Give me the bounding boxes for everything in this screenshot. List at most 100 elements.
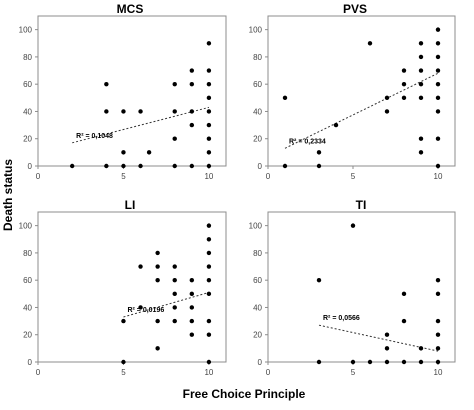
data-point [367,359,373,365]
data-point [418,150,424,155]
x-tick-label: 0 [36,172,41,181]
y-tick-label: 80 [23,53,32,62]
data-point [333,122,339,128]
data-point [206,122,212,128]
data-point [206,109,212,114]
x-tick-label: 5 [351,368,356,377]
x-tick-label: 10 [434,368,443,377]
y-tick-label: 100 [19,222,33,231]
y-tick-label: 80 [253,249,262,258]
data-point [401,81,407,87]
data-point [206,332,212,337]
panel-li: 0 20 40 60 80 100 0 5 10 LI R² = 0,0196 [19,198,227,377]
data-point [384,359,390,365]
data-point [121,150,126,155]
data-point [206,163,212,169]
data-point [189,291,195,297]
data-point [189,163,195,169]
x-tick-label: 0 [36,368,41,377]
data-point [189,277,195,283]
data-point [104,163,109,169]
data-point [316,359,322,365]
data-point [206,318,212,324]
data-point [435,68,441,73]
data-point [384,109,390,114]
data-point [172,277,177,283]
data-point [435,41,441,46]
data-point [104,81,109,87]
data-point [138,163,143,169]
y-tick-label: 20 [23,135,32,144]
y-tick-label: 40 [253,107,262,116]
data-point [350,359,356,365]
x-tick-label: 10 [434,172,443,181]
data-point [189,109,195,114]
data-point [418,359,424,365]
data-point [435,163,441,169]
data-point [418,346,424,351]
y-tick-label: 40 [23,303,32,312]
data-point [189,318,195,324]
data-point [367,41,373,46]
data-point [155,346,160,351]
y-tick-label: 100 [19,26,33,35]
data-point [138,109,143,114]
data-point [316,150,322,155]
data-point [155,318,160,324]
data-point [418,54,424,60]
data-point [435,54,441,60]
data-point [418,41,424,46]
x-tick-label: 5 [121,172,126,181]
data-point [206,223,212,228]
data-point [121,109,126,114]
data-point [206,68,212,73]
data-point [384,346,390,351]
trendline-mcs [72,106,210,144]
y-tick-label: 0 [28,162,33,171]
data-point [206,277,212,283]
trendline-ti [318,324,439,352]
panel-title-mcs: MCS [117,2,144,16]
data-point [206,264,212,269]
data-point [172,305,177,310]
data-point [435,291,441,297]
data-point [121,163,126,169]
data-point [146,150,152,155]
panel-title-ti: TI [356,198,367,212]
data-point [418,136,424,141]
data-point [69,163,75,169]
data-point [206,150,212,155]
panel-ti: 0 20 40 60 80 100 0 5 10 TI R² = 0,0566 [249,198,456,377]
panel-title-li: LI [125,198,136,212]
data-point [316,277,322,283]
y-tick-label: 0 [258,358,263,367]
y-tick-label: 40 [23,107,32,116]
plot-area-mcs [37,15,227,167]
data-point [172,81,177,87]
data-point [189,68,195,73]
data-point [155,250,160,256]
y-tick-label: 60 [253,80,262,89]
data-point [155,277,160,283]
y-tick-label: 20 [253,135,262,144]
y-tick-label: 0 [28,358,33,367]
data-point [435,27,441,32]
data-point [206,81,212,87]
data-point [121,318,126,324]
data-point [206,237,212,242]
x-tick-label: 5 [121,368,126,377]
data-point [206,41,212,46]
y-tick-label: 60 [253,276,262,285]
data-point [206,95,212,101]
y-tick-label: 80 [253,53,262,62]
data-point [189,122,195,128]
data-point [172,291,177,297]
data-point [435,81,441,87]
data-point [435,109,441,114]
data-point [435,277,441,283]
data-point [401,318,407,324]
panel-mcs: 0 20 40 60 80 100 0 5 10 MCS R² = 0,1048 [19,2,227,181]
y-tick-label: 40 [253,303,262,312]
x-axis-label: Free Choice Principle [183,387,306,401]
